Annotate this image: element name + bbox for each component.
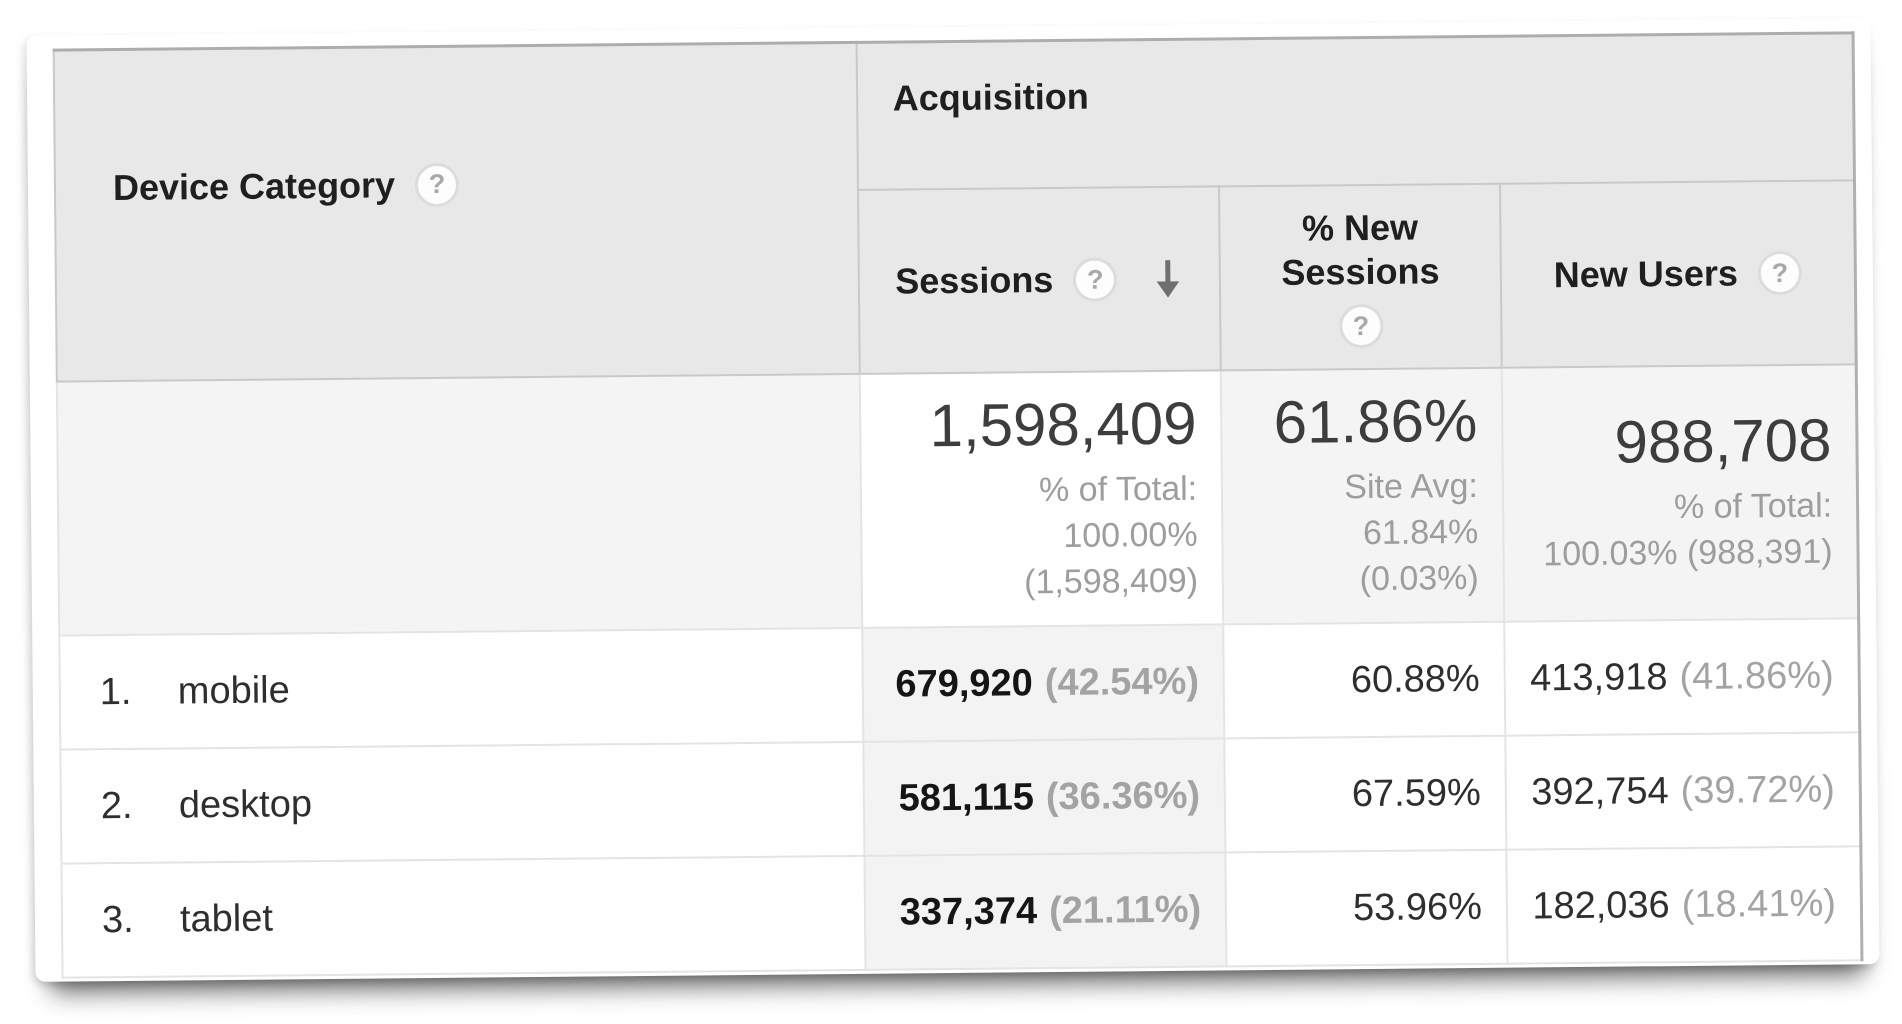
new-users-column-label: New Users	[1553, 252, 1739, 296]
sessions-total-subtext: % of Total: 100.00% (1,598,409)	[862, 466, 1198, 607]
subtext-line: % of Total:	[1038, 469, 1198, 510]
new-users-value: 413,918	[1529, 655, 1668, 699]
question-glyph: ?	[1086, 264, 1104, 295]
row-rank: 1.	[99, 670, 132, 713]
subtext-line: 100.00%	[1063, 515, 1198, 555]
table-row-mobile: 1. mobile 679,920 (42.54%) 60.88% 413,918…	[59, 618, 1860, 750]
new-users-value: 392,754	[1531, 769, 1669, 813]
subtext-line: 61.84%	[1362, 512, 1479, 553]
sessions-column-label: Sessions	[895, 259, 1054, 302]
row-rank: 3.	[101, 898, 134, 941]
new-users-share: (41.86%)	[1679, 654, 1834, 698]
device-category-table: Device Category ? Acquisition Sessions	[52, 31, 1864, 979]
acquisition-group-header: Acquisition	[856, 32, 1855, 190]
pct-new-sessions-column-label: % New Sessions	[1281, 206, 1440, 293]
sessions-value: 337,374	[899, 889, 1038, 934]
table-row-desktop: 2. desktop 581,115 (36.36%) 67.59% 392,75…	[60, 732, 1861, 864]
dimension-header-label: Device Category	[112, 163, 396, 208]
pct-new-sessions-value: 53.96%	[1352, 885, 1483, 929]
summary-dimension-cell	[56, 373, 862, 636]
summary-sessions-cell: 1,598,409 % of Total: 100.00% (1,598,409…	[859, 370, 1224, 628]
subtext-line: % of Total:	[1673, 486, 1833, 527]
analytics-table-card: Device Category ? Acquisition Sessions	[26, 18, 1880, 982]
device-label: mobile	[177, 668, 290, 712]
device-label: tablet	[179, 897, 274, 940]
new-users-cell: 182,036 (18.41%)	[1506, 846, 1862, 964]
dimension-cell: 2. desktop	[60, 741, 864, 864]
row-rank: 2.	[100, 784, 133, 827]
pct-new-sessions-cell: 67.59%	[1224, 735, 1507, 853]
question-glyph: ?	[1771, 257, 1789, 288]
question-glyph: ?	[1352, 310, 1370, 341]
acquisition-group-label: Acquisition	[892, 75, 1089, 119]
question-glyph: ?	[428, 168, 446, 200]
sessions-value: 581,115	[898, 775, 1035, 820]
pct-new-sessions-value: 60.88%	[1350, 657, 1480, 701]
device-label: desktop	[178, 782, 313, 826]
dimension-cell: 1. mobile	[59, 627, 863, 750]
dimension-column-header: Device Category ?	[53, 42, 860, 382]
new-users-cell: 392,754 (39.72%)	[1505, 732, 1861, 850]
group-header-row: Device Category ? Acquisition	[53, 32, 1855, 382]
subtext-line: 100.03% (988,391)	[1543, 532, 1833, 574]
pct-new-sessions-avg-value: 61.86%	[1273, 386, 1478, 456]
pct-new-sessions-subtext: Site Avg: 61.84% (0.03%)	[1224, 463, 1479, 603]
column-header-sessions[interactable]: Sessions ?	[857, 186, 1222, 374]
column-header-new-users[interactable]: New Users ?	[1499, 180, 1857, 368]
sessions-cell: 581,115 (36.36%)	[862, 738, 1226, 856]
sessions-share: (36.36%)	[1045, 774, 1201, 818]
new-users-value: 182,036	[1532, 883, 1670, 927]
sessions-cell: 679,920 (42.54%)	[861, 624, 1225, 742]
subtext-line: (1,598,409)	[1023, 561, 1199, 602]
subtext-line: (0.03%)	[1359, 558, 1479, 599]
sessions-value: 679,920	[895, 661, 1034, 706]
new-users-share: (18.41%)	[1681, 882, 1837, 926]
sessions-cell: 337,374 (21.11%)	[863, 852, 1227, 970]
dimension-cell: 3. tablet	[61, 855, 866, 978]
summary-new-users-cell: 988,708 % of Total: 100.03% (988,391)	[1501, 364, 1859, 622]
sort-descending-arrow-icon	[1157, 260, 1180, 298]
summary-pct-new-sessions-cell: 61.86% Site Avg: 61.84% (0.03%)	[1221, 367, 1505, 625]
summary-row: 1,598,409 % of Total: 100.00% (1,598,409…	[56, 364, 1859, 636]
sessions-total-value: 1,598,409	[929, 389, 1197, 460]
subtext-line: Site Avg:	[1344, 466, 1479, 507]
pct-new-sessions-cell: 53.96%	[1225, 849, 1508, 967]
sessions-share: (21.11%)	[1048, 888, 1202, 932]
table-row-tablet: 3. tablet 337,374 (21.11%) 53.96% 182,036…	[61, 846, 1862, 978]
sessions-share: (42.54%)	[1044, 660, 1200, 704]
new-users-share: (39.72%)	[1680, 768, 1836, 812]
help-icon[interactable]: ?	[1757, 250, 1803, 296]
new-users-total-value: 988,708	[1614, 406, 1832, 476]
help-icon[interactable]: ?	[414, 162, 460, 207]
pct-new-sessions-value: 67.59%	[1351, 771, 1482, 815]
pct-new-sessions-cell: 60.88%	[1223, 621, 1506, 739]
help-icon[interactable]: ?	[1338, 303, 1384, 349]
help-icon[interactable]: ?	[1073, 257, 1118, 302]
new-users-subtext: % of Total: 100.03% (988,391)	[1505, 483, 1833, 578]
new-users-cell: 413,918 (41.86%)	[1504, 618, 1860, 736]
metric-header-row: Sessions ? % New Sessions ?	[55, 180, 1857, 381]
column-header-pct-new-sessions[interactable]: % New Sessions ?	[1219, 183, 1502, 371]
